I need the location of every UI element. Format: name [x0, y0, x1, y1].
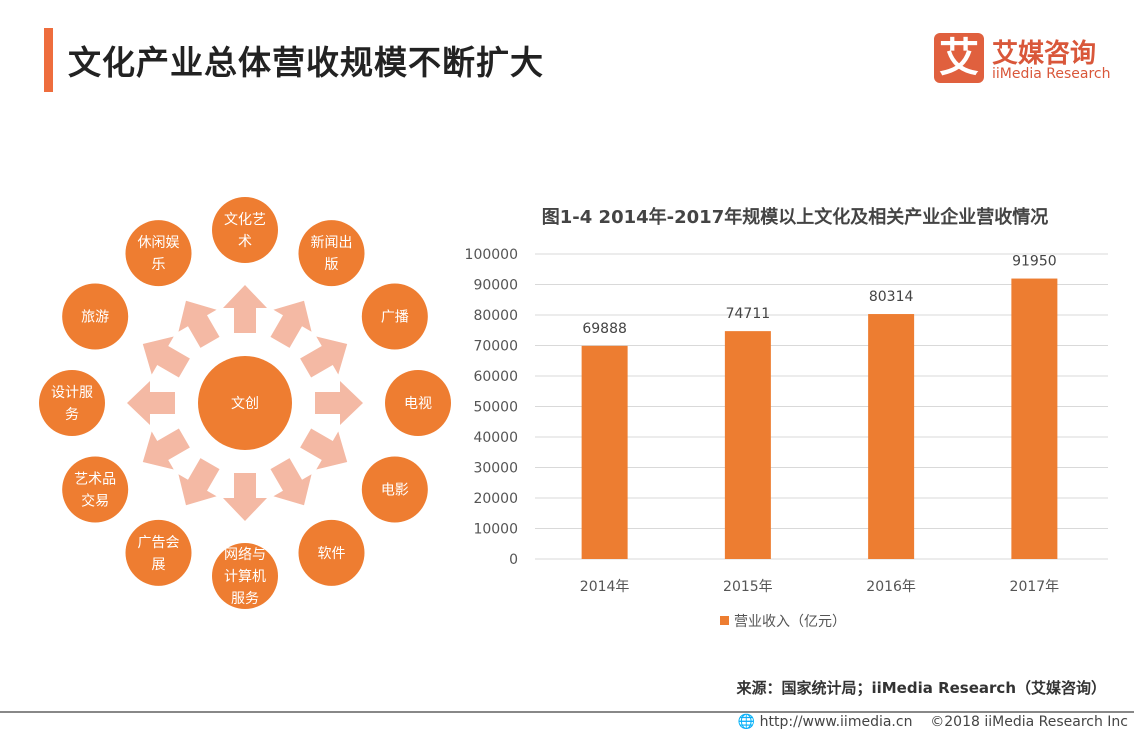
node-label: 广告会 [138, 535, 180, 551]
node-circle [125, 519, 192, 586]
data-label: 69888 [582, 321, 627, 337]
node-label: 网络与 [224, 547, 266, 563]
data-label: 74711 [726, 306, 771, 322]
bar [1011, 278, 1058, 559]
bar [868, 314, 915, 559]
arrow [270, 300, 312, 348]
legend-swatch [720, 616, 729, 625]
node-circle [212, 543, 278, 609]
node-label: 旅游 [81, 310, 109, 326]
node-circle [361, 283, 428, 350]
node-label: 服务 [231, 591, 259, 607]
node-circle [298, 220, 365, 287]
node-label: 广播 [381, 310, 409, 326]
node-label: 艺术品 [74, 472, 116, 488]
revenue-bar-chart: 图1-4 2014年-2017年规模以上文化及相关产业企业营收情况 0 10000 2… [465, 206, 1108, 630]
title-accent-bar [44, 28, 53, 92]
y-tick-label: 80000 [473, 308, 518, 324]
node-circle [298, 519, 365, 586]
y-tick-label: 0 [509, 552, 518, 568]
chart-title: 图1-4 2014年-2017年规模以上文化及相关产业企业营收情况 [542, 206, 1048, 228]
node-label: 计算机 [224, 569, 266, 585]
y-tick-label: 50000 [473, 400, 518, 416]
arrow [178, 458, 220, 506]
node-label: 休闲娱 [138, 235, 180, 251]
arrow [270, 458, 312, 506]
node-label: 电视 [404, 396, 432, 412]
page-title: 文化产业总体营收规模不断扩大 [68, 43, 544, 82]
y-tick-label: 60000 [473, 369, 518, 385]
arrow [300, 428, 348, 470]
node-label: 乐 [152, 257, 166, 273]
y-tick-label: 30000 [473, 461, 518, 477]
arrow [223, 473, 267, 521]
footer-copyright: ©2018 iiMedia Research Inc [930, 714, 1128, 730]
arrow [142, 336, 190, 378]
center-label: 文创 [231, 396, 259, 412]
y-tick-label: 90000 [473, 278, 518, 294]
logo: 艾 艾媒咨询 iiMedia Research [934, 33, 1114, 85]
y-tick-label: 70000 [473, 339, 518, 355]
data-label: 91950 [1012, 254, 1057, 270]
node-label: 交易 [81, 493, 109, 510]
node-label: 电影 [381, 483, 409, 499]
node-circle [385, 370, 451, 436]
node-circle [361, 456, 428, 523]
node-label: 务 [65, 407, 79, 423]
node-label: 软件 [318, 546, 346, 562]
node-label: 版 [325, 257, 339, 273]
arrow [300, 336, 348, 378]
arrow [127, 381, 175, 425]
node-circle [62, 456, 129, 523]
logo-cn: 艾媒咨询 [992, 39, 1097, 69]
footer-divider [0, 711, 1134, 713]
y-tick-label: 40000 [473, 430, 518, 446]
node-circle [125, 220, 192, 287]
bar [724, 331, 771, 559]
node-label: 设计服 [51, 385, 93, 401]
center-circle [198, 356, 292, 450]
arrow [223, 285, 267, 333]
arrow [142, 428, 190, 470]
footer: 🌐 http://www.iimedia.cn ©2018 iiMedia Re… [738, 714, 1128, 730]
arrow [178, 300, 220, 348]
x-tick-label: 2014年 [580, 579, 630, 595]
y-tick-label: 20000 [473, 491, 518, 507]
node-circle [39, 370, 105, 436]
node-circle [212, 197, 278, 263]
node-label: 术 [238, 234, 252, 250]
legend-label: 营业收入（亿元） [734, 614, 846, 630]
y-tick-label: 10000 [473, 522, 518, 538]
node-label: 展 [152, 557, 166, 573]
x-tick-label: 2015年 [723, 579, 773, 595]
node-label: 文化艺 [224, 212, 266, 228]
source-note: 来源：国家统计局；iiMedia Research（艾媒咨询） [736, 679, 1106, 697]
globe-icon: 🌐 [737, 714, 756, 730]
node-circle [62, 283, 129, 350]
node-label: 新闻出 [311, 235, 353, 251]
data-label: 80314 [869, 289, 914, 305]
x-tick-label: 2017年 [1010, 579, 1060, 595]
logo-en: iiMedia Research [992, 66, 1111, 82]
x-tick-label: 2016年 [866, 579, 916, 595]
y-tick-label: 100000 [465, 247, 518, 263]
footer-url[interactable]: http://www.iimedia.cn [759, 714, 913, 730]
bar [581, 345, 628, 559]
arrow [315, 381, 363, 425]
logo-mark: 艾 [934, 33, 984, 83]
